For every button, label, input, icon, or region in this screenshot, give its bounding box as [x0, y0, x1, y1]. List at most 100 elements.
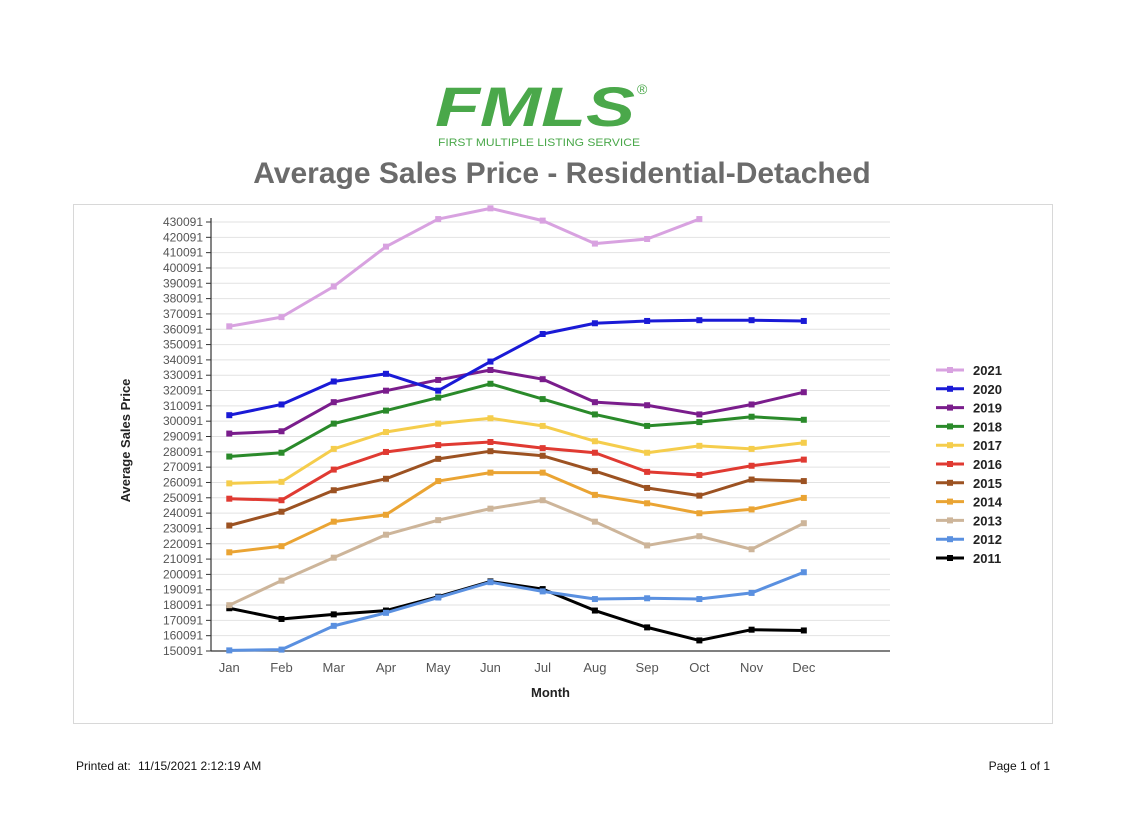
- x-tick-label: Mar: [323, 660, 346, 675]
- data-point-2014: [591, 491, 598, 498]
- data-point-2012: [539, 588, 546, 595]
- data-point-2015: [644, 484, 651, 491]
- y-tick-label: 330091: [163, 368, 203, 382]
- data-point-2020: [591, 320, 598, 327]
- data-point-2019: [435, 376, 442, 383]
- y-tick-label: 420091: [163, 230, 203, 244]
- data-point-2014: [226, 549, 233, 556]
- x-tick-label: Oct: [689, 660, 710, 675]
- data-point-2021: [696, 216, 703, 223]
- x-tick-label: Feb: [270, 660, 292, 675]
- data-point-2021: [382, 243, 389, 250]
- data-point-2017: [278, 478, 285, 485]
- data-point-2016: [644, 468, 651, 475]
- data-point-2011: [696, 637, 703, 644]
- y-tick-label: 350091: [163, 338, 203, 352]
- data-point-2012: [226, 647, 233, 654]
- y-tick-label: 260091: [163, 475, 203, 489]
- y-tick-label: 380091: [163, 292, 203, 306]
- data-point-2015: [278, 508, 285, 515]
- data-point-2014: [278, 543, 285, 550]
- data-point-2014: [435, 478, 442, 485]
- x-tick-label: Jul: [534, 660, 551, 675]
- x-axis-title: Month: [531, 685, 570, 700]
- data-point-2018: [330, 420, 337, 427]
- y-tick-label: 250091: [163, 491, 203, 505]
- data-point-2018: [696, 419, 703, 426]
- y-tick-label: 280091: [163, 445, 203, 459]
- series-line-2014: [229, 471, 805, 554]
- y-tick-label: 410091: [163, 246, 203, 260]
- data-point-2013: [382, 531, 389, 538]
- y-tick-label: 340091: [163, 353, 203, 367]
- page-indicator: Page 1 of 1: [988, 759, 1050, 773]
- data-point-2020: [382, 370, 389, 377]
- data-point-2017: [539, 422, 546, 429]
- data-point-2019: [591, 399, 598, 406]
- data-point-2019: [748, 401, 755, 408]
- data-point-2019: [539, 376, 546, 383]
- data-point-2016: [539, 445, 546, 452]
- data-point-2016: [748, 462, 755, 469]
- y-tick-label: 180091: [163, 598, 203, 612]
- data-point-2018: [278, 449, 285, 456]
- x-tick-label: May: [426, 660, 451, 675]
- legend-label-2014: 2014: [973, 495, 1003, 510]
- data-point-2015: [539, 452, 546, 459]
- chart-frame: 150091 160091 170091 180091 190091 200091 2100…: [73, 204, 1053, 724]
- data-point-2019: [278, 428, 285, 435]
- data-point-2017: [382, 429, 389, 436]
- data-point-2017: [591, 438, 598, 445]
- data-point-2013: [435, 517, 442, 524]
- data-point-2013: [487, 505, 494, 512]
- data-point-2012: [644, 595, 651, 602]
- series-line-2019: [229, 368, 805, 436]
- data-point-2013: [226, 602, 233, 609]
- legend-marker-2012: [947, 536, 953, 543]
- printed-at-value: 11/15/2021 2:12:19 AM: [138, 759, 262, 773]
- series-line-2012: [229, 570, 805, 652]
- fmls-logo: FMLS ® FIRST MULTIPLE LISTING SERVICE: [435, 76, 648, 149]
- series-line-2018: [229, 382, 804, 459]
- legend-label-2019: 2019: [973, 401, 1002, 416]
- data-point-2016: [591, 449, 598, 456]
- data-point-2013: [696, 533, 703, 540]
- data-point-2017: [330, 445, 337, 452]
- logo-tagline: FIRST MULTIPLE LISTING SERVICE: [438, 137, 640, 149]
- legend-marker-2014: [947, 498, 953, 505]
- data-point-2020: [748, 317, 755, 324]
- legend-marker-2020: [947, 385, 953, 392]
- data-point-2021: [226, 323, 233, 330]
- data-point-2015: [800, 478, 807, 485]
- data-point-2016: [800, 456, 807, 463]
- y-tick-label: 430091: [163, 215, 203, 229]
- series-line-2016: [229, 440, 804, 502]
- legend-marker-2017: [947, 442, 953, 449]
- legend-marker-2021: [947, 367, 953, 373]
- y-tick-label: 240091: [163, 506, 203, 520]
- data-point-2018: [539, 396, 546, 403]
- series-line-2020: [228, 318, 804, 417]
- data-point-2019: [800, 389, 807, 396]
- data-point-2017: [748, 445, 755, 452]
- data-point-2020: [435, 387, 442, 394]
- x-tick-label: Jan: [219, 660, 240, 675]
- data-point-2016: [696, 471, 703, 478]
- data-point-2020: [330, 378, 337, 385]
- data-point-2020: [226, 412, 233, 419]
- data-point-2015: [487, 448, 494, 455]
- data-point-2012: [435, 594, 442, 601]
- y-tick-label: 390091: [163, 276, 203, 290]
- legend-label-2011: 2011: [973, 551, 1001, 566]
- printed-at: Printed at: 11/15/2021 2:12:19 AM: [76, 759, 265, 773]
- data-point-2014: [800, 494, 807, 501]
- legend-marker-2016: [947, 461, 953, 467]
- y-tick-label: 290091: [163, 430, 203, 444]
- y-tick-label: 360091: [163, 322, 203, 336]
- data-point-2017: [800, 439, 807, 446]
- y-tick-label: 320091: [163, 384, 203, 398]
- legend-label-2012: 2012: [973, 532, 1002, 547]
- data-point-2019: [644, 402, 651, 409]
- data-point-2014: [748, 506, 755, 513]
- data-point-2012: [591, 596, 598, 603]
